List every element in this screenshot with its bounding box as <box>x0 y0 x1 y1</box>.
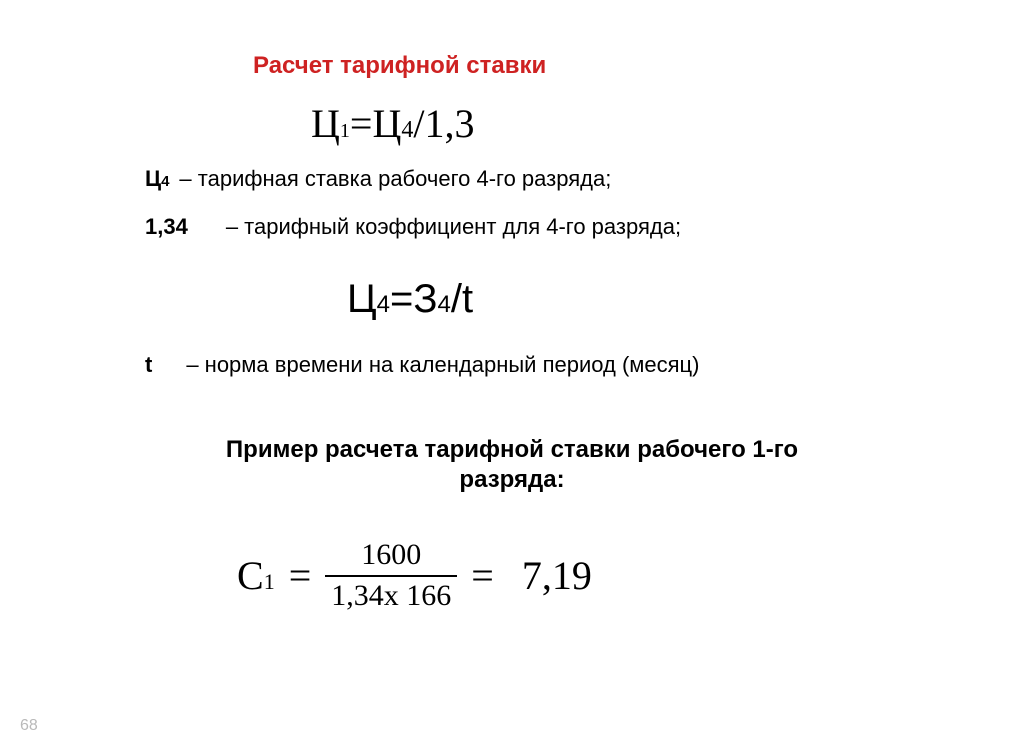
def3-term: t <box>145 352 152 378</box>
f1-eq: = <box>350 100 373 147</box>
definition-1: Ц4 – тарифная ставка рабочего 4-го разря… <box>145 166 611 192</box>
page-number: 68 <box>20 717 38 735</box>
def2-desc: – тарифный коэффициент для 4-го разряда; <box>226 214 681 240</box>
f1-div: / <box>413 100 424 147</box>
def3-desc: – норма времени на календарный период (м… <box>186 352 699 378</box>
def1-term: Ц <box>145 166 161 192</box>
f3-eq1: = <box>289 552 312 599</box>
example-title-line1: Пример расчета тарифной ставки рабочего … <box>226 436 798 463</box>
def1-desc: – тарифная ставка рабочего 4-го разряда; <box>179 166 611 192</box>
f1-rhs-sub: 4 <box>401 117 413 144</box>
def2-term: 1,34 <box>145 214 188 240</box>
formula-3: С1 = 1600 1,34х 166 = 7,19 <box>237 538 592 613</box>
f1-lhs-base: Ц <box>311 100 340 147</box>
f1-lhs-sub: 1 <box>340 120 350 143</box>
def1-term-sub: 4 <box>161 173 169 190</box>
definition-3: t – норма времени на календарный период … <box>145 352 699 378</box>
f2-rhs-sub: 4 <box>437 291 450 319</box>
f3-lhs-sub: 1 <box>264 569 275 595</box>
formula-2: Ц4 = З4 / t <box>347 277 473 322</box>
f1-rhs-base: Ц <box>372 100 401 147</box>
f1-divisor: 1,3 <box>424 100 474 147</box>
f3-denominator: 1,34х 166 <box>325 577 457 614</box>
f3-lhs-base: С <box>237 552 264 599</box>
example-title: Пример расчета тарифной ставки рабочего … <box>0 435 1024 495</box>
f2-lhs-base: Ц <box>347 277 377 322</box>
definition-2: 1,34 – тарифный коэффициент для 4-го раз… <box>145 214 681 240</box>
f3-eq2: = <box>471 552 494 599</box>
formula-1: Ц1 = Ц4 / 1,3 <box>311 100 474 147</box>
f3-fraction: 1600 1,34х 166 <box>325 538 457 613</box>
f2-lhs-sub: 4 <box>377 291 390 319</box>
f3-numerator: 1600 <box>355 538 427 575</box>
f2-rhs-base: З <box>413 277 437 322</box>
f2-div: / <box>451 277 462 322</box>
f3-result: 7,19 <box>522 552 592 599</box>
f2-eq: = <box>390 277 413 322</box>
example-title-line2: разряда: <box>459 466 564 493</box>
f2-divisor: t <box>462 277 473 322</box>
slide-title: Расчет тарифной ставки <box>253 52 546 80</box>
slide: Расчет тарифной ставки Ц1 = Ц4 / 1,3 Ц4 … <box>0 0 1024 749</box>
